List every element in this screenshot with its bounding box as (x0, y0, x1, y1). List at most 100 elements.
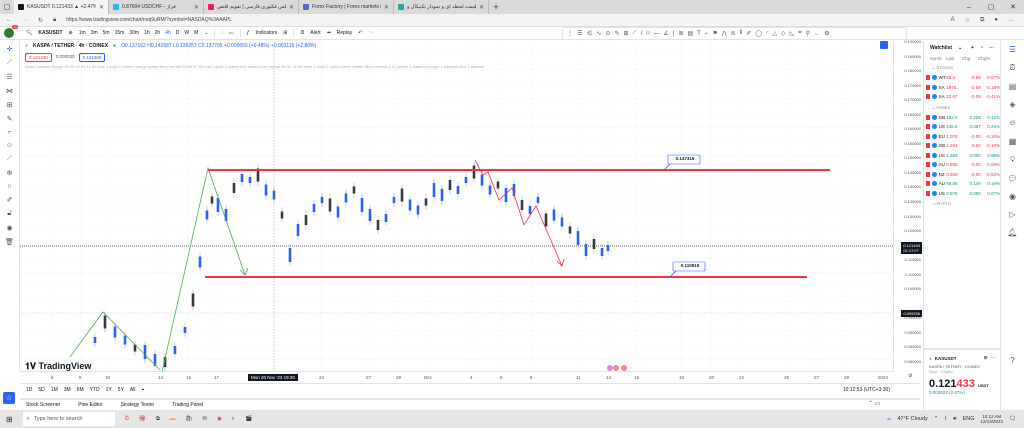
layout-icon[interactable]: ⊞ (983, 355, 988, 360)
watchlist-row[interactable]: US 145.8 0.357 0.25% (924, 122, 1000, 132)
legend-title[interactable]: KASPA / TETHER · 4h · COINEX (33, 43, 109, 49)
time-axis[interactable]: 6 8 10 13 15 17 24 27 29 Dec 4 6 8 11 13 15 18 20 22 25 27 29… (20, 371, 893, 383)
browser-tab[interactable]: فارکس فکتوری فارسی | تقویم اقتص ✕ (204, 0, 299, 14)
column-header[interactable]: Symb (930, 56, 942, 61)
maximize-button[interactable]: ▢ (987, 4, 995, 11)
triangle-icon[interactable]: △ (772, 31, 778, 37)
back-icon[interactable]: ← (6, 17, 12, 23)
range-5d[interactable]: 5D (38, 386, 45, 393)
watchlist-row[interactable]: XA 22.67 -0.09 -0.41% (924, 92, 1000, 102)
notifications-icon[interactable]: ▷ (1009, 210, 1016, 219)
gift-icon[interactable]: 🎁︎ (139, 416, 146, 422)
events-icon[interactable]: ▦ (1008, 137, 1017, 146)
circle-icon[interactable]: ⊙ (605, 31, 611, 37)
volume-icon[interactable]: 🔊︎ (953, 415, 957, 422)
line-style-icon[interactable]: 〰 (228, 30, 234, 37)
watchlist-row[interactable]: AU 0.655 -0.00 -0.09% (924, 160, 1000, 170)
tab-actions-icon[interactable]: ▢ (3, 4, 11, 11)
add-symbol-icon[interactable]: + (971, 45, 974, 51)
range-all[interactable]: All (129, 386, 136, 393)
start-icon[interactable]: ⊞ (6, 414, 13, 424)
refresh-icon[interactable]: ↻ (38, 17, 44, 24)
alerts-icon[interactable]: ⏰︎ (1009, 63, 1016, 72)
rectangle-icon[interactable]: ⌑ (646, 31, 650, 37)
path-icon[interactable]: ∿ (596, 31, 602, 37)
pattern-icon[interactable]: ⋈ (6, 88, 13, 95)
column-header[interactable]: Chg (962, 56, 971, 61)
hide-icon[interactable]: ◉ (6, 225, 13, 232)
price-scale[interactable]: 0.190000 0.185000 0.180000 0.175000 0.170000… (893, 39, 923, 371)
range-1y[interactable]: 1Y (105, 386, 112, 393)
symbol-search-button[interactable]: KASUSDT (38, 30, 63, 36)
range-1d[interactable]: 1D (26, 386, 33, 393)
arc-icon[interactable]: ◜ (766, 31, 769, 37)
watchlist-group[interactable]: ⌄ STOCKS (932, 65, 953, 70)
store-icon[interactable]: 🛍︎ (185, 416, 193, 422)
alert-button[interactable]: Alert (310, 30, 321, 36)
replay-icon[interactable]: ⏪︎ (326, 30, 331, 36)
range-5y[interactable]: 5Y (117, 386, 124, 393)
watchlist-group[interactable]: ⌄ FOREX (932, 104, 951, 110)
range-ytd[interactable]: YTD (89, 386, 100, 393)
favorites-star-icon[interactable]: ☆ (3, 392, 15, 404)
user-avatar[interactable]: 11 (4, 25, 18, 38)
text-icon[interactable]: T (697, 30, 701, 37)
pitchfork-icon[interactable]: ⋲ (586, 31, 593, 37)
ideas-icon[interactable]: 💡︎ (1009, 155, 1016, 164)
horizontal-line-icon[interactable]: — (653, 30, 660, 37)
parallel-channel-icon[interactable]: ☰ (577, 31, 583, 37)
range-6m[interactable]: 6M (76, 386, 84, 393)
forecast-icon[interactable]: ⌗ (798, 30, 802, 36)
price-chart[interactable] (20, 41, 893, 371)
timeframe-3m[interactable]: 3m (90, 30, 98, 36)
timeframe-2h[interactable]: 2h (154, 30, 161, 36)
more-icon[interactable]: ⋯ (990, 355, 996, 360)
panel-tab-stock-screener[interactable]: Stock Screener (26, 402, 61, 408)
measure-icon[interactable]: ⚲ (805, 31, 811, 37)
help-icon[interactable]: ? (1010, 356, 1015, 365)
timeframe-dropdown-icon[interactable]: ⌄ (204, 30, 209, 36)
text-icon[interactable]: ⌐ (7, 129, 12, 136)
watchlist-row[interactable]: US 0.876 0.000 0.07% (924, 189, 1000, 199)
redo-icon[interactable]: ↷ (368, 30, 373, 36)
elliott-icon[interactable]: ≋ (730, 31, 736, 37)
crosshair-icon[interactable]: ✛ (6, 46, 13, 53)
close-window-button[interactable]: ✕ (1010, 4, 1016, 11)
more-icon[interactable]: … (1008, 16, 1014, 23)
pen-icon[interactable]: ✐ (746, 31, 752, 37)
compare-icon[interactable]: ⊕ (68, 30, 73, 36)
axis-settings-icon[interactable]: ⚙ (908, 373, 913, 379)
stay-drawing-icon[interactable]: ✐ (6, 197, 13, 204)
bell-icon[interactable]: 🔔︎ (1007, 228, 1018, 237)
replay-button[interactable]: Replay (336, 30, 353, 36)
cycles-icon[interactable]: ⦀ (739, 30, 743, 36)
drag-handle-icon[interactable]: ⋮ (567, 31, 573, 37)
tray-expand-icon[interactable]: ⌃ (933, 416, 939, 422)
zoom-in-icon[interactable]: ⊕ (6, 170, 13, 177)
streams-icon[interactable]: ◉ (1009, 192, 1016, 201)
xabcd-icon[interactable]: ⋀ (721, 31, 727, 37)
fullscreen-icon[interactable] (880, 41, 888, 49)
indicator-legend[interactable]: Asian Session Range 20 00 02 00 11 30 bl… (25, 64, 484, 69)
column-header[interactable]: Last (946, 56, 955, 61)
close-tab-icon[interactable]: ✕ (478, 4, 484, 11)
more-icon[interactable]: ⋯ (989, 45, 994, 51)
ellipse-icon[interactable]: ◯ (755, 31, 763, 37)
brush-icon[interactable]: ✎ (6, 116, 13, 123)
close-tab-icon[interactable]: ✕ (288, 4, 294, 11)
watchlist-title[interactable]: Watchlist (930, 45, 953, 51)
read-aloud-icon[interactable]: A (950, 16, 955, 23)
video-icon[interactable]: 🎬︎ (245, 416, 253, 422)
sell-button[interactable]: 0.121430 (25, 53, 52, 62)
magnet-icon[interactable]: ∩ (6, 183, 13, 190)
watchlist-dropdown-icon[interactable]: ⌄ (958, 45, 963, 51)
panel-tab-trading-panel[interactable]: Trading Panel (172, 402, 204, 408)
clock[interactable]: 10:12 AM 12/13/2023 (980, 414, 1004, 424)
alarm-icon[interactable]: ⏰︎ (124, 415, 129, 422)
diamond-icon[interactable]: ◇ (781, 31, 786, 37)
panel-tab-pine-editor[interactable]: Pine Editor (78, 402, 103, 408)
goto-date-icon[interactable]: ⌖ (141, 386, 145, 393)
task-view-icon[interactable]: ⧉ (155, 415, 160, 422)
favorite-icon[interactable]: ☆ (964, 17, 971, 24)
watchlist-group[interactable]: › CRYPTO (932, 201, 951, 206)
